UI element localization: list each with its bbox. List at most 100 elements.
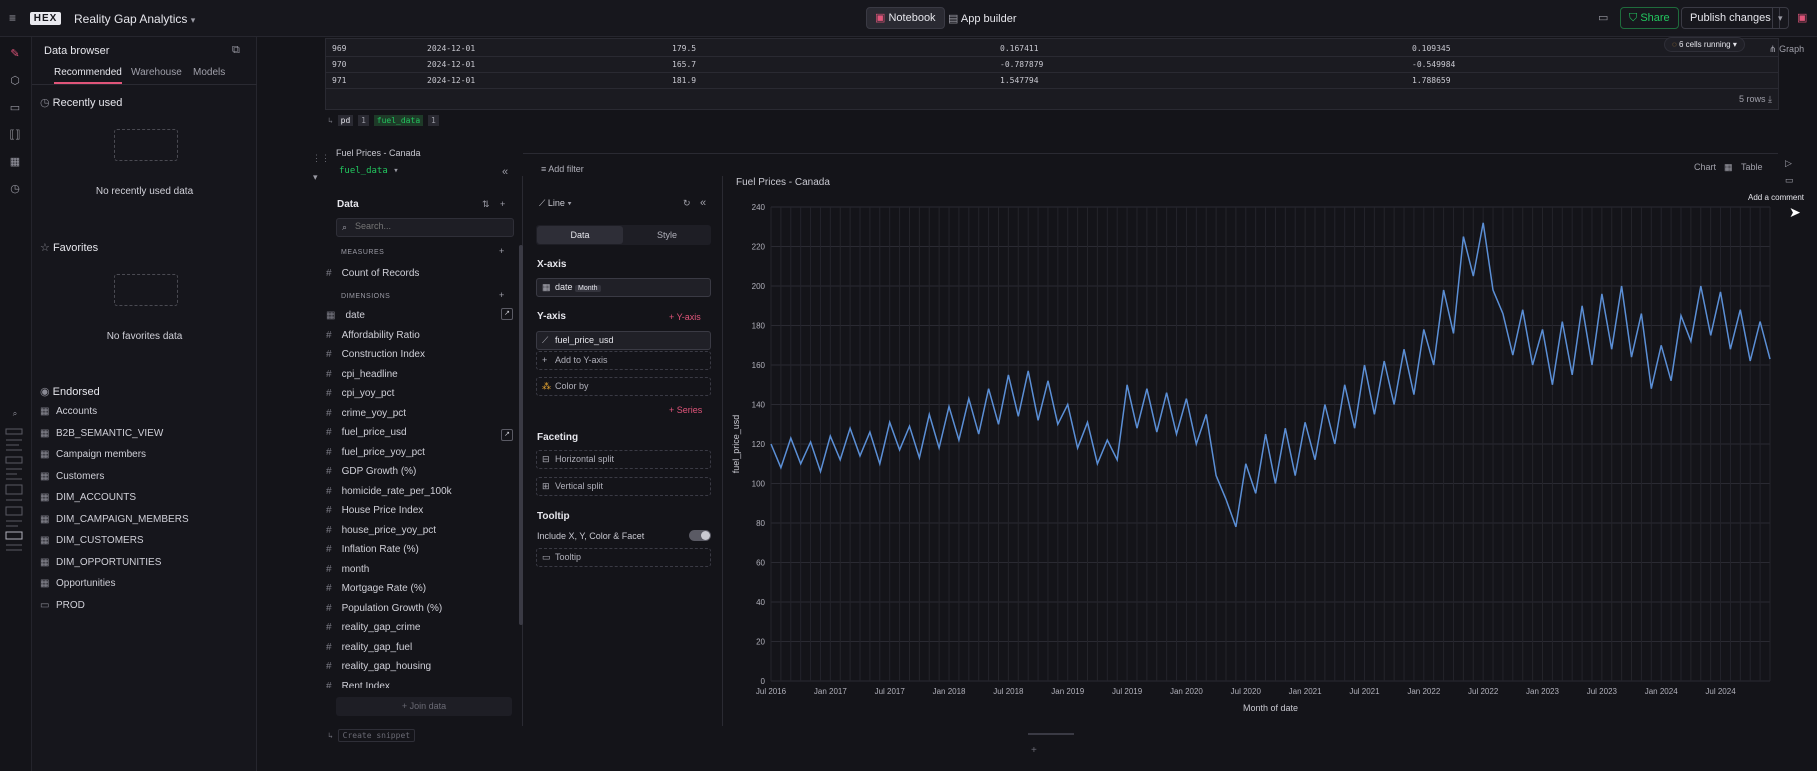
cells-running-badge[interactable]: ◌ 6 cells running ▾ — [1664, 37, 1745, 52]
output-pd[interactable]: pd — [337, 115, 354, 126]
tab-chart[interactable]: Chart — [1694, 162, 1717, 172]
add-dimension-icon[interactable]: + — [499, 290, 505, 300]
dimension-item[interactable]: # GDP Growth (%) — [326, 466, 416, 477]
endorsed-item[interactable]: ▦ DIM_CUSTOMERS — [40, 535, 144, 546]
dimension-item[interactable]: # Construction Index — [326, 349, 425, 360]
dimension-item[interactable]: # reality_gap_housing — [326, 661, 431, 672]
app-title[interactable]: Reality Gap Analytics ▾ — [74, 12, 195, 26]
tab-warehouse[interactable]: Warehouse — [131, 67, 182, 78]
run-icon[interactable]: ▷ — [1785, 158, 1792, 168]
dimension-item[interactable]: # fuel_price_yoy_pct — [326, 447, 425, 458]
endorsed-item[interactable]: ▦ DIM_ACCOUNTS — [40, 492, 136, 503]
line-chart[interactable]: Fuel Prices - Canada 0 20 40 60 80 100 120 140 16… — [725, 177, 1778, 725]
refresh-icon[interactable]: ↻ — [683, 198, 691, 208]
menu-icon[interactable]: ≡ — [9, 11, 17, 25]
comment-icon[interactable]: ▭ — [1785, 175, 1794, 185]
color-by[interactable]: ⁂ Color by — [536, 377, 711, 396]
endorsed-item[interactable]: ▦ Campaign members — [40, 449, 146, 460]
include-xy-toggle[interactable] — [689, 530, 711, 541]
collapse-icon[interactable]: ▾ — [313, 172, 318, 182]
drag-handle-icon[interactable]: ⋮⋮ — [312, 153, 330, 163]
endorsed-item[interactable]: ▭ PROD — [40, 600, 85, 611]
dimension-item[interactable]: # fuel_price_usd — [326, 427, 407, 438]
comment-icon[interactable]: ▭ — [1598, 12, 1609, 24]
share-button[interactable]: ⛉ Share — [1620, 7, 1679, 29]
output-fuel-data[interactable]: fuel_data — [373, 115, 424, 126]
vertical-split[interactable]: ⊞ Vertical split — [536, 477, 711, 496]
favorites-header[interactable]: ☆ Favorites — [40, 241, 98, 254]
measure-item[interactable]: # Count of Records — [326, 268, 419, 279]
chart-area[interactable]: Fuel Prices - Canada 0 20 40 60 80 100 120 140 16… — [725, 177, 1778, 725]
add-measure-icon[interactable]: + — [499, 246, 505, 256]
chart-type-select[interactable]: ⟋ Line ▾ — [539, 198, 572, 209]
folder-icon[interactable]: ▭ — [9, 102, 21, 114]
resize-handle[interactable] — [1028, 733, 1074, 735]
horizontal-split[interactable]: ⊟ Horizontal split — [536, 450, 711, 469]
dimension-item[interactable]: # Inflation Rate (%) — [326, 544, 419, 555]
publish-options-button[interactable]: ▾ — [1772, 7, 1789, 29]
collapse-panel-icon[interactable]: « — [502, 166, 509, 178]
table-row[interactable]: 969 2024-12-01 179.5 0.167411 0.109345 — [326, 41, 1778, 57]
endorsed-item[interactable]: ▦ Customers — [40, 471, 104, 482]
collapse-config-icon[interactable]: « — [700, 197, 707, 209]
tab-style[interactable]: Style — [656, 230, 677, 240]
add-filter-button[interactable]: ≡ Add filter — [541, 164, 584, 174]
search-box[interactable]: ⌕ — [336, 218, 514, 237]
tab-app-builder[interactable]: ▤ App builder — [948, 12, 1017, 25]
endorsed-item[interactable]: ▦ Accounts — [40, 406, 97, 417]
table-row[interactable]: 971 2024-12-01 181.9 1.547794 1.788659 — [326, 73, 1778, 89]
create-snippet[interactable]: ↳ Create snippet — [328, 729, 416, 742]
dimension-item[interactable]: # month — [326, 564, 369, 575]
dimension-item[interactable]: # crime_yoy_pct — [326, 408, 406, 419]
search-input[interactable] — [355, 221, 505, 231]
cell-title[interactable]: Fuel Prices - Canada — [336, 148, 421, 158]
dimension-item[interactable]: # reality_gap_fuel — [326, 642, 412, 653]
tab-data[interactable]: Data — [537, 226, 623, 244]
dimension-item[interactable]: # cpi_headline — [326, 369, 398, 380]
dimension-item[interactable]: # homicide_rate_per_100k — [326, 486, 452, 497]
cube-icon[interactable]: ⬡ — [10, 75, 20, 87]
history-icon[interactable]: ◷ — [10, 183, 20, 195]
download-icon[interactable]: ⤓ — [1768, 94, 1772, 104]
tab-recommended[interactable]: Recommended — [54, 67, 122, 84]
add-icon[interactable]: + — [500, 199, 506, 209]
x-axis-field[interactable]: ▦ date Month — [536, 278, 711, 297]
panel-toggle-icon[interactable]: ▣ — [1797, 12, 1808, 24]
dimension-item[interactable]: # Mortgage Rate (%) — [326, 583, 426, 594]
add-to-y-axis[interactable]: + Add to Y-axis — [536, 351, 711, 370]
add-y-axis-button[interactable]: + Y-axis — [669, 312, 701, 322]
add-series-button[interactable]: + Series — [669, 405, 703, 415]
tab-models[interactable]: Models — [193, 67, 226, 78]
variables-icon[interactable]: ⟦⟧ — [9, 129, 21, 141]
data-browser-icon[interactable]: ✎ — [10, 48, 20, 60]
dimension-item[interactable]: # House Price Index — [326, 505, 423, 516]
tab-notebook[interactable]: ▣ Notebook — [866, 7, 945, 29]
dimension-item[interactable]: # cpi_yoy_pct — [326, 388, 394, 399]
endorsed-item[interactable]: ▦ B2B_SEMANTIC_VIEW — [40, 428, 163, 439]
publish-button[interactable]: Publish changes — [1681, 7, 1780, 29]
sort-icon[interactable]: ⇅ — [482, 199, 490, 209]
recently-used-header[interactable]: ◷ Recently used — [40, 96, 122, 109]
open-external-icon[interactable]: ⧉ — [232, 44, 240, 56]
y-axis-field[interactable]: ⟋ fuel_price_usd — [536, 331, 711, 350]
join-data-button[interactable]: + Join data — [336, 697, 512, 716]
endorsed-item[interactable]: ▦ DIM_OPPORTUNITIES — [40, 557, 161, 568]
endorsed-item[interactable]: ▦ DIM_CAMPAIGN_MEMBERS — [40, 514, 189, 525]
dataset-select[interactable]: fuel_data ▾ — [339, 166, 399, 176]
add-cell-icon[interactable]: + — [1031, 745, 1037, 756]
tooltip-field[interactable]: ▭ Tooltip — [536, 548, 711, 567]
search-icon[interactable]: ⌕ — [12, 409, 18, 418]
minimap[interactable] — [5, 427, 25, 567]
dimension-item[interactable]: # Population Growth (%) — [326, 603, 442, 614]
dimension-item[interactable]: # Rent Index — [326, 681, 390, 688]
dimension-item[interactable]: ▦ date — [326, 310, 365, 321]
x-agg-badge[interactable]: Month — [575, 285, 601, 292]
endorsed-item[interactable]: ▦ Opportunities — [40, 578, 115, 589]
dimension-item[interactable]: # Affordability Ratio — [326, 330, 420, 341]
table-row[interactable]: 970 2024-12-01 165.7 -0.787879 -0.549984 — [326, 57, 1778, 73]
graph-toggle[interactable]: ⋔ Graph — [1769, 44, 1804, 55]
scrollbar[interactable] — [519, 245, 523, 625]
calendar-icon[interactable]: ▦ — [9, 156, 21, 168]
dimension-item[interactable]: # house_price_yoy_pct — [326, 525, 436, 536]
dimension-item[interactable]: # reality_gap_crime — [326, 622, 421, 633]
